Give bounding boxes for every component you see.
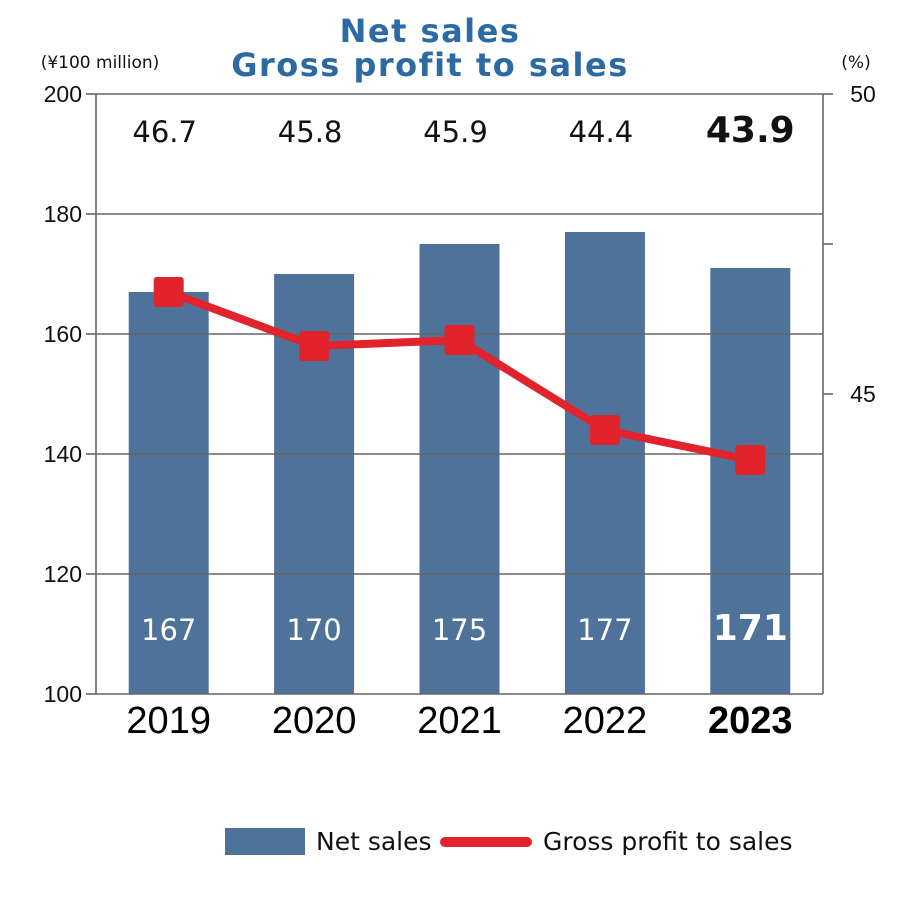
bar-value-label: 177 (577, 613, 632, 647)
legend-label-net-sales: Net sales (316, 827, 432, 856)
chart-title-line: Net sales (340, 12, 521, 50)
left-tick-label: 120 (44, 561, 82, 587)
right-tick-label: 50 (850, 81, 876, 107)
line-value-label: 45.8 (278, 115, 343, 149)
line-marker-2021 (444, 325, 475, 355)
x-tick-label: 2019 (126, 700, 211, 742)
right-axis-unit: (%) (841, 53, 870, 73)
left-tick-label: 160 (44, 321, 82, 347)
line-marker-2022 (589, 415, 620, 445)
line-value-label: 45.9 (423, 115, 488, 149)
bar-value-label: 175 (432, 613, 487, 647)
left-tick-label: 180 (44, 201, 82, 227)
line-marker-2019 (153, 277, 184, 307)
bar-value-label: 171 (713, 608, 788, 649)
x-tick-label: 2020 (272, 700, 357, 742)
bar-2021 (419, 244, 500, 694)
left-axis-unit: (¥100 million) (41, 53, 160, 73)
line-value-label: 44.4 (569, 115, 634, 149)
bar-2022 (564, 232, 645, 694)
legend-label-gross-profit: Gross profit to sales (543, 827, 793, 856)
bar-2023 (710, 268, 791, 694)
line-marker-2020 (299, 331, 330, 361)
line-value-label: 46.7 (132, 115, 197, 149)
right-tick-label: 45 (850, 381, 876, 407)
bar-value-label: 167 (141, 613, 196, 647)
line-marker-2023 (735, 445, 766, 475)
left-tick-label: 100 (44, 681, 82, 707)
x-tick-label: 2022 (563, 700, 648, 742)
x-tick-label: 2021 (417, 700, 502, 742)
left-tick-label: 200 (44, 81, 82, 107)
bar-2019 (128, 292, 209, 694)
chart-title-line: Gross profit to sales (231, 46, 629, 84)
legend-swatch-net-sales (225, 828, 305, 855)
line-value-label: 43.9 (706, 110, 795, 151)
left-tick-label: 140 (44, 441, 82, 467)
x-tick-label: 2023 (708, 700, 793, 742)
bar-value-label: 170 (286, 613, 341, 647)
